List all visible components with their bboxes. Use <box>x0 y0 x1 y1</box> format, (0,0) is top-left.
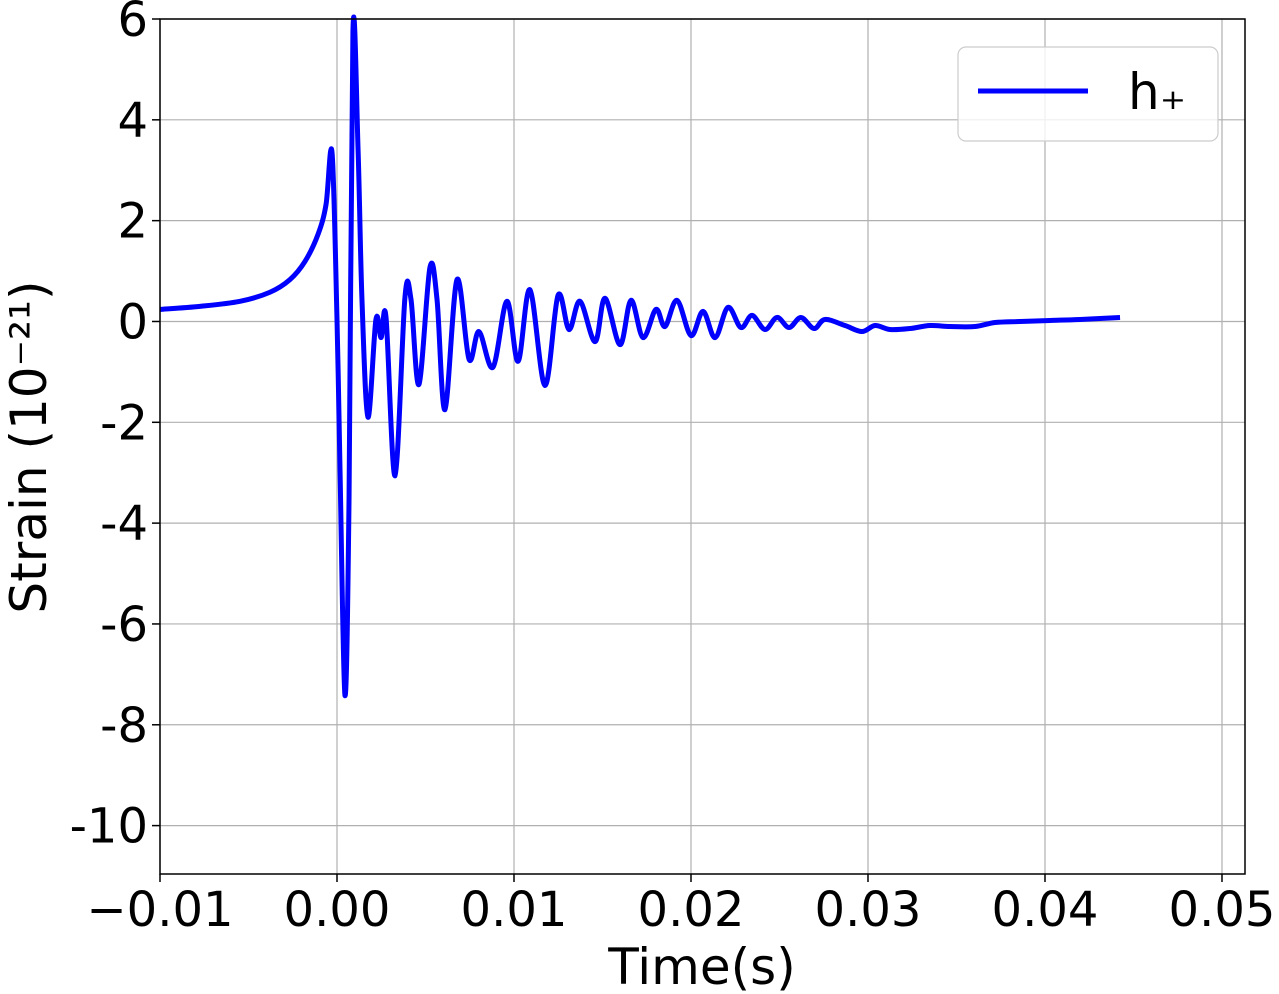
x-axis-label: Time(s) <box>607 938 795 994</box>
y-tick-label: -2 <box>100 395 148 451</box>
series-line <box>159 14 1121 699</box>
y-tick-label: 6 <box>117 0 148 48</box>
plot-frame <box>159 18 1246 875</box>
y-tick-label: -10 <box>70 799 148 855</box>
legend-box <box>957 46 1219 142</box>
y-tick-label: -6 <box>100 597 148 653</box>
y-tick-label: 4 <box>117 93 148 149</box>
y-axis-label: Strain (10⁻²¹) <box>0 280 58 613</box>
x-tick-label: 0.01 <box>461 882 568 938</box>
x-tick-label: 0.02 <box>638 882 745 938</box>
y-tick-label: 2 <box>117 194 148 250</box>
x-tick-label: 0.03 <box>815 882 922 938</box>
x-tick-label: 0.04 <box>992 882 1099 938</box>
x-tick-label: 0.00 <box>284 882 391 938</box>
legend-label: h₊ <box>1128 63 1186 121</box>
y-tick-label: 0 <box>117 294 148 350</box>
y-tick-label: -8 <box>100 698 148 754</box>
y-tick-label: -4 <box>100 496 148 552</box>
x-tick-label: −0.01 <box>86 882 233 938</box>
x-tick-label: 0.05 <box>1169 882 1276 938</box>
